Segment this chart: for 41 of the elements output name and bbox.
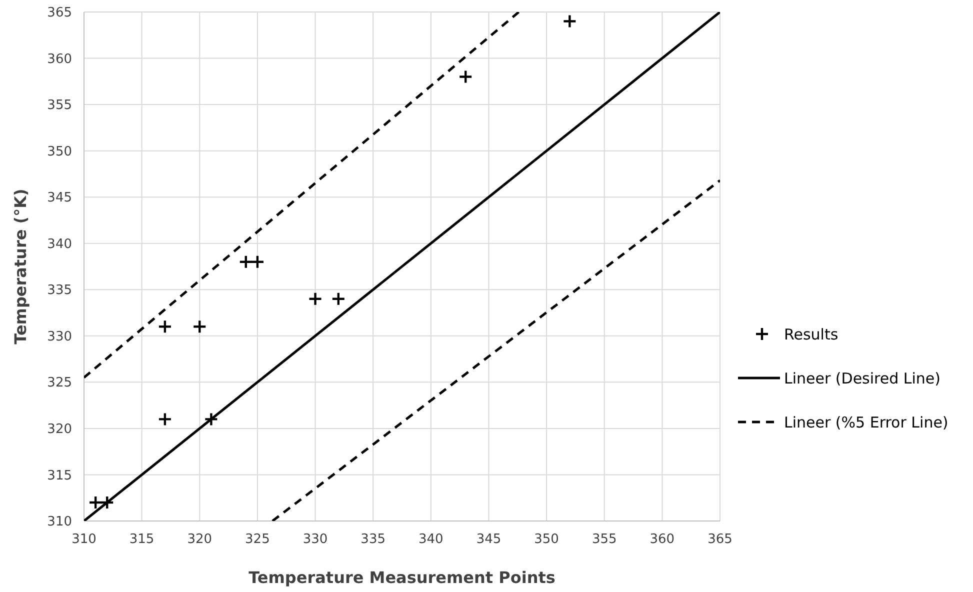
legend-label: Lineer (%5 Error Line) <box>784 413 948 432</box>
x-tick-label: 320 <box>187 532 212 547</box>
y-tick-label: 315 <box>47 468 72 484</box>
point <box>88 495 103 510</box>
point <box>100 495 114 510</box>
x-tick-label: 335 <box>360 532 386 547</box>
point <box>458 70 473 84</box>
x-tick-label: 340 <box>418 532 444 547</box>
y-tick-label: 350 <box>47 144 72 160</box>
x-axis-title: Temperature Measurement Points <box>248 568 556 587</box>
y-tick-label: 345 <box>47 190 72 206</box>
point <box>250 254 265 269</box>
y-tick-label: 320 <box>47 422 72 438</box>
y-axis-title: Temperature (°K) <box>11 188 30 344</box>
point <box>158 320 172 334</box>
x-tick-label: 325 <box>245 532 270 547</box>
x-tick-label: 310 <box>72 532 96 547</box>
y-tick-label: 340 <box>47 236 72 252</box>
x-tick-label: 345 <box>476 532 502 547</box>
x-tick-label: 355 <box>592 532 617 547</box>
x-tick-label: 350 <box>534 532 559 547</box>
legend-label: Results <box>784 325 838 344</box>
y-tick-label: 310 <box>47 514 72 530</box>
y-tick-label: 330 <box>47 329 72 344</box>
y-tick-label: 360 <box>47 52 72 67</box>
y-tick-label: 335 <box>47 283 72 298</box>
x-tick-label: 360 <box>650 532 675 547</box>
y-tick-label: 355 <box>47 98 72 114</box>
x-tick-label: 365 <box>708 532 732 547</box>
point <box>192 320 207 334</box>
point <box>204 412 218 426</box>
x-tick-label: 315 <box>129 532 154 547</box>
point <box>308 292 322 306</box>
point <box>331 292 346 306</box>
point <box>238 254 253 269</box>
x-tick-label: 330 <box>302 532 328 547</box>
legend-label: Lineer (Desired Line) <box>784 369 941 388</box>
point <box>562 14 577 28</box>
y-tick-label: 365 <box>47 6 72 21</box>
point <box>158 412 172 426</box>
y-tick-label: 325 <box>47 376 72 391</box>
